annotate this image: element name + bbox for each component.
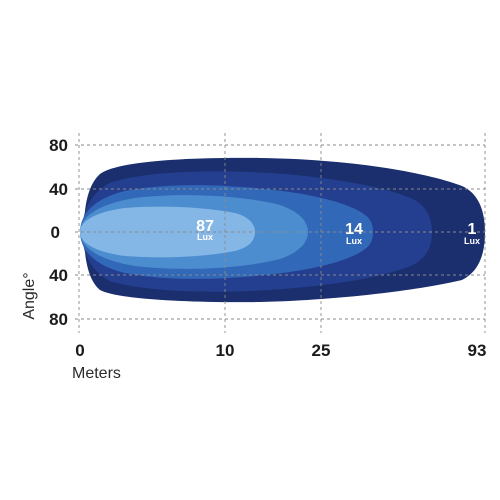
x-axis-title: Meters bbox=[72, 365, 121, 382]
lux-value-label: 87 bbox=[196, 218, 214, 235]
y-axis-title: Angle° bbox=[21, 272, 38, 319]
lux-unit-label: Lux bbox=[464, 236, 480, 246]
x-tick-label: 25 bbox=[312, 341, 331, 360]
x-tick-label: 0 bbox=[75, 341, 84, 360]
lux-value-label: 14 bbox=[345, 221, 363, 238]
x-tick-label: 10 bbox=[216, 341, 235, 360]
beam-zones bbox=[80, 157, 485, 303]
y-tick-label: 80 bbox=[49, 136, 68, 155]
y-axis-ticks: 80 40 0 40 80 bbox=[49, 136, 68, 329]
x-axis-ticks: 0 10 25 93 bbox=[75, 341, 486, 360]
lux-unit-label: Lux bbox=[197, 232, 213, 242]
y-tick-label: 40 bbox=[49, 266, 68, 285]
zone-labels: 87 Lux 14 Lux 1 Lux bbox=[196, 218, 480, 246]
grid bbox=[75, 133, 486, 333]
y-tick-label: 0 bbox=[51, 223, 60, 242]
lux-unit-label: Lux bbox=[346, 236, 362, 246]
y-tick-label: 80 bbox=[49, 310, 68, 329]
y-tick-label: 40 bbox=[49, 180, 68, 199]
lux-value-label: 1 bbox=[468, 221, 477, 238]
x-tick-label: 93 bbox=[468, 341, 487, 360]
